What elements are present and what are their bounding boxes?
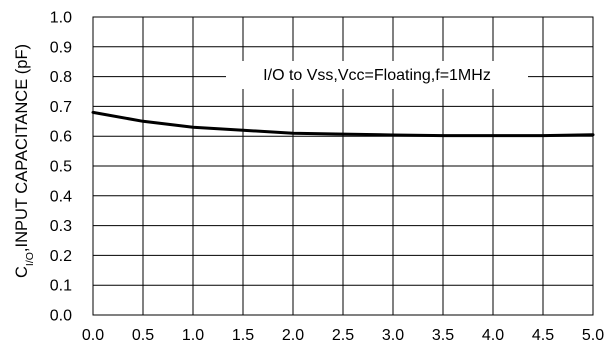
y-tick-label: 0.6 xyxy=(50,129,72,146)
x-tick-label: 3.5 xyxy=(432,327,454,344)
y-tick-label: 1.0 xyxy=(50,10,72,27)
y-tick-label: 0.1 xyxy=(50,278,72,295)
annotation-text: I/O to Vss,Vcc=Floating,f=1MHz xyxy=(263,67,491,84)
capacitance-series-line xyxy=(91,110,595,138)
x-tick-label: 2.5 xyxy=(332,327,354,344)
x-tick-label: 5.0 xyxy=(582,327,604,344)
x-tick-label: 4.0 xyxy=(482,327,504,344)
series-layer xyxy=(91,110,595,138)
plot-area-border xyxy=(92,16,594,316)
y-tick-label: 0.2 xyxy=(50,248,72,265)
y-tick-label: 0.0 xyxy=(50,308,72,325)
y-axis-label-prefix: C xyxy=(13,266,31,278)
x-tick-label: 0.5 xyxy=(132,327,154,344)
y-tick-label: 0.9 xyxy=(50,39,72,56)
y-tick-label: 0.5 xyxy=(50,159,72,176)
x-tick-label: 1.5 xyxy=(232,327,254,344)
x-tick-label: 2.0 xyxy=(282,327,304,344)
y-tick-label: 0.3 xyxy=(50,218,72,235)
annotation-background xyxy=(226,61,528,89)
y-axis-label-suffix: ,INPUT CAPACITANCE (pF) xyxy=(13,44,31,252)
y-axis-label-subscript: I/O xyxy=(24,252,36,266)
x-tick-label: 1.0 xyxy=(182,327,204,344)
annotation-box: I/O to Vss,Vcc=Floating,f=1MHz xyxy=(226,61,528,89)
y-tick-label: 0.4 xyxy=(50,188,72,205)
y-axis-label: CI/O,INPUT CAPACITANCE (pF) xyxy=(13,44,36,278)
y-tick-label: 0.7 xyxy=(50,99,72,116)
x-tick-label: 0.0 xyxy=(82,327,104,344)
y-tick-labels: 0.0 0.1 0.2 0.3 0.4 0.5 0.6 0.7 0.8 0.9 1.0 xyxy=(50,10,72,325)
y-tick-label: 0.8 xyxy=(50,69,72,86)
x-tick-label: 3.0 xyxy=(382,327,404,344)
x-tick-label: 4.5 xyxy=(532,327,554,344)
x-tick-labels: 0.0 0.5 1.0 1.5 2.0 2.5 3.0 3.5 4.0 4.5 5.0 xyxy=(82,327,604,344)
plot-frame xyxy=(92,16,594,316)
